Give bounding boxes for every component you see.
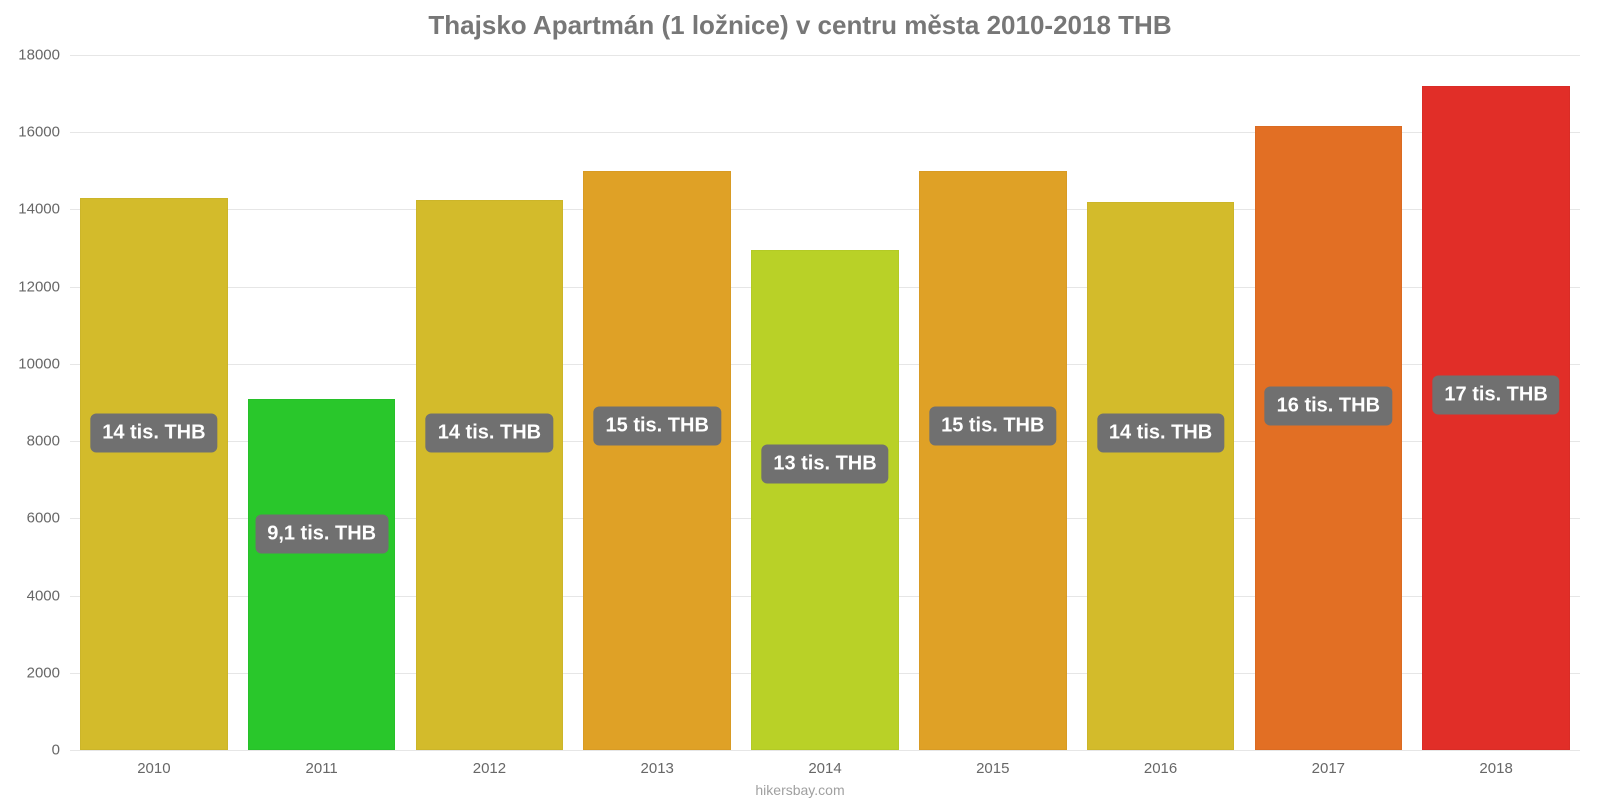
bar-value-label: 14 tis. THB <box>426 414 553 453</box>
plot-surface: 14 tis. THB 9,1 tis. THB 14 tis. THB 15 tis… <box>70 55 1580 750</box>
x-tick-label: 2016 <box>1144 760 1177 777</box>
bar-value-label: 9,1 tis. THB <box>255 514 388 553</box>
bar <box>248 399 396 750</box>
bar <box>583 171 731 750</box>
y-tick-label: 8000 <box>5 433 60 450</box>
x-tick-label: 2012 <box>473 760 506 777</box>
x-tick-label: 2015 <box>976 760 1009 777</box>
x-tick-label: 2011 <box>306 760 338 777</box>
gridline <box>70 750 1580 751</box>
gridline <box>70 55 1580 56</box>
y-tick-label: 16000 <box>5 124 60 141</box>
y-tick-label: 4000 <box>5 587 60 604</box>
bar <box>80 198 228 750</box>
y-tick-label: 6000 <box>5 510 60 527</box>
x-tick-label: 2013 <box>641 760 674 777</box>
y-tick-label: 14000 <box>5 201 60 218</box>
bar-value-label: 15 tis. THB <box>594 406 721 445</box>
bar-value-label: 13 tis. THB <box>761 445 888 484</box>
chart-plot-area: 14 tis. THB 9,1 tis. THB 14 tis. THB 15 tis… <box>70 55 1580 750</box>
x-tick-label: 2017 <box>1312 760 1345 777</box>
bar <box>416 200 564 750</box>
bar-value-label: 14 tis. THB <box>1097 414 1224 453</box>
x-tick-label: 2014 <box>808 760 841 777</box>
bar <box>1087 202 1235 750</box>
x-tick-label: 2010 <box>137 760 170 777</box>
bar-value-label: 16 tis. THB <box>1265 387 1392 426</box>
bar-value-label: 17 tis. THB <box>1432 375 1559 414</box>
chart-title: Thajsko Apartmán (1 ložnice) v centru mě… <box>0 0 1600 41</box>
y-tick-label: 0 <box>5 742 60 759</box>
source-label: hikersbay.com <box>755 782 844 798</box>
y-tick-label: 10000 <box>5 355 60 372</box>
bar <box>919 171 1067 750</box>
y-tick-label: 12000 <box>5 278 60 295</box>
bar-value-label: 15 tis. THB <box>929 406 1056 445</box>
bar-value-label: 14 tis. THB <box>90 414 217 453</box>
y-tick-label: 18000 <box>5 47 60 64</box>
bar <box>751 250 899 750</box>
x-tick-label: 2018 <box>1479 760 1512 777</box>
bar <box>1422 86 1570 750</box>
y-tick-label: 2000 <box>5 664 60 681</box>
bar <box>1255 126 1403 750</box>
